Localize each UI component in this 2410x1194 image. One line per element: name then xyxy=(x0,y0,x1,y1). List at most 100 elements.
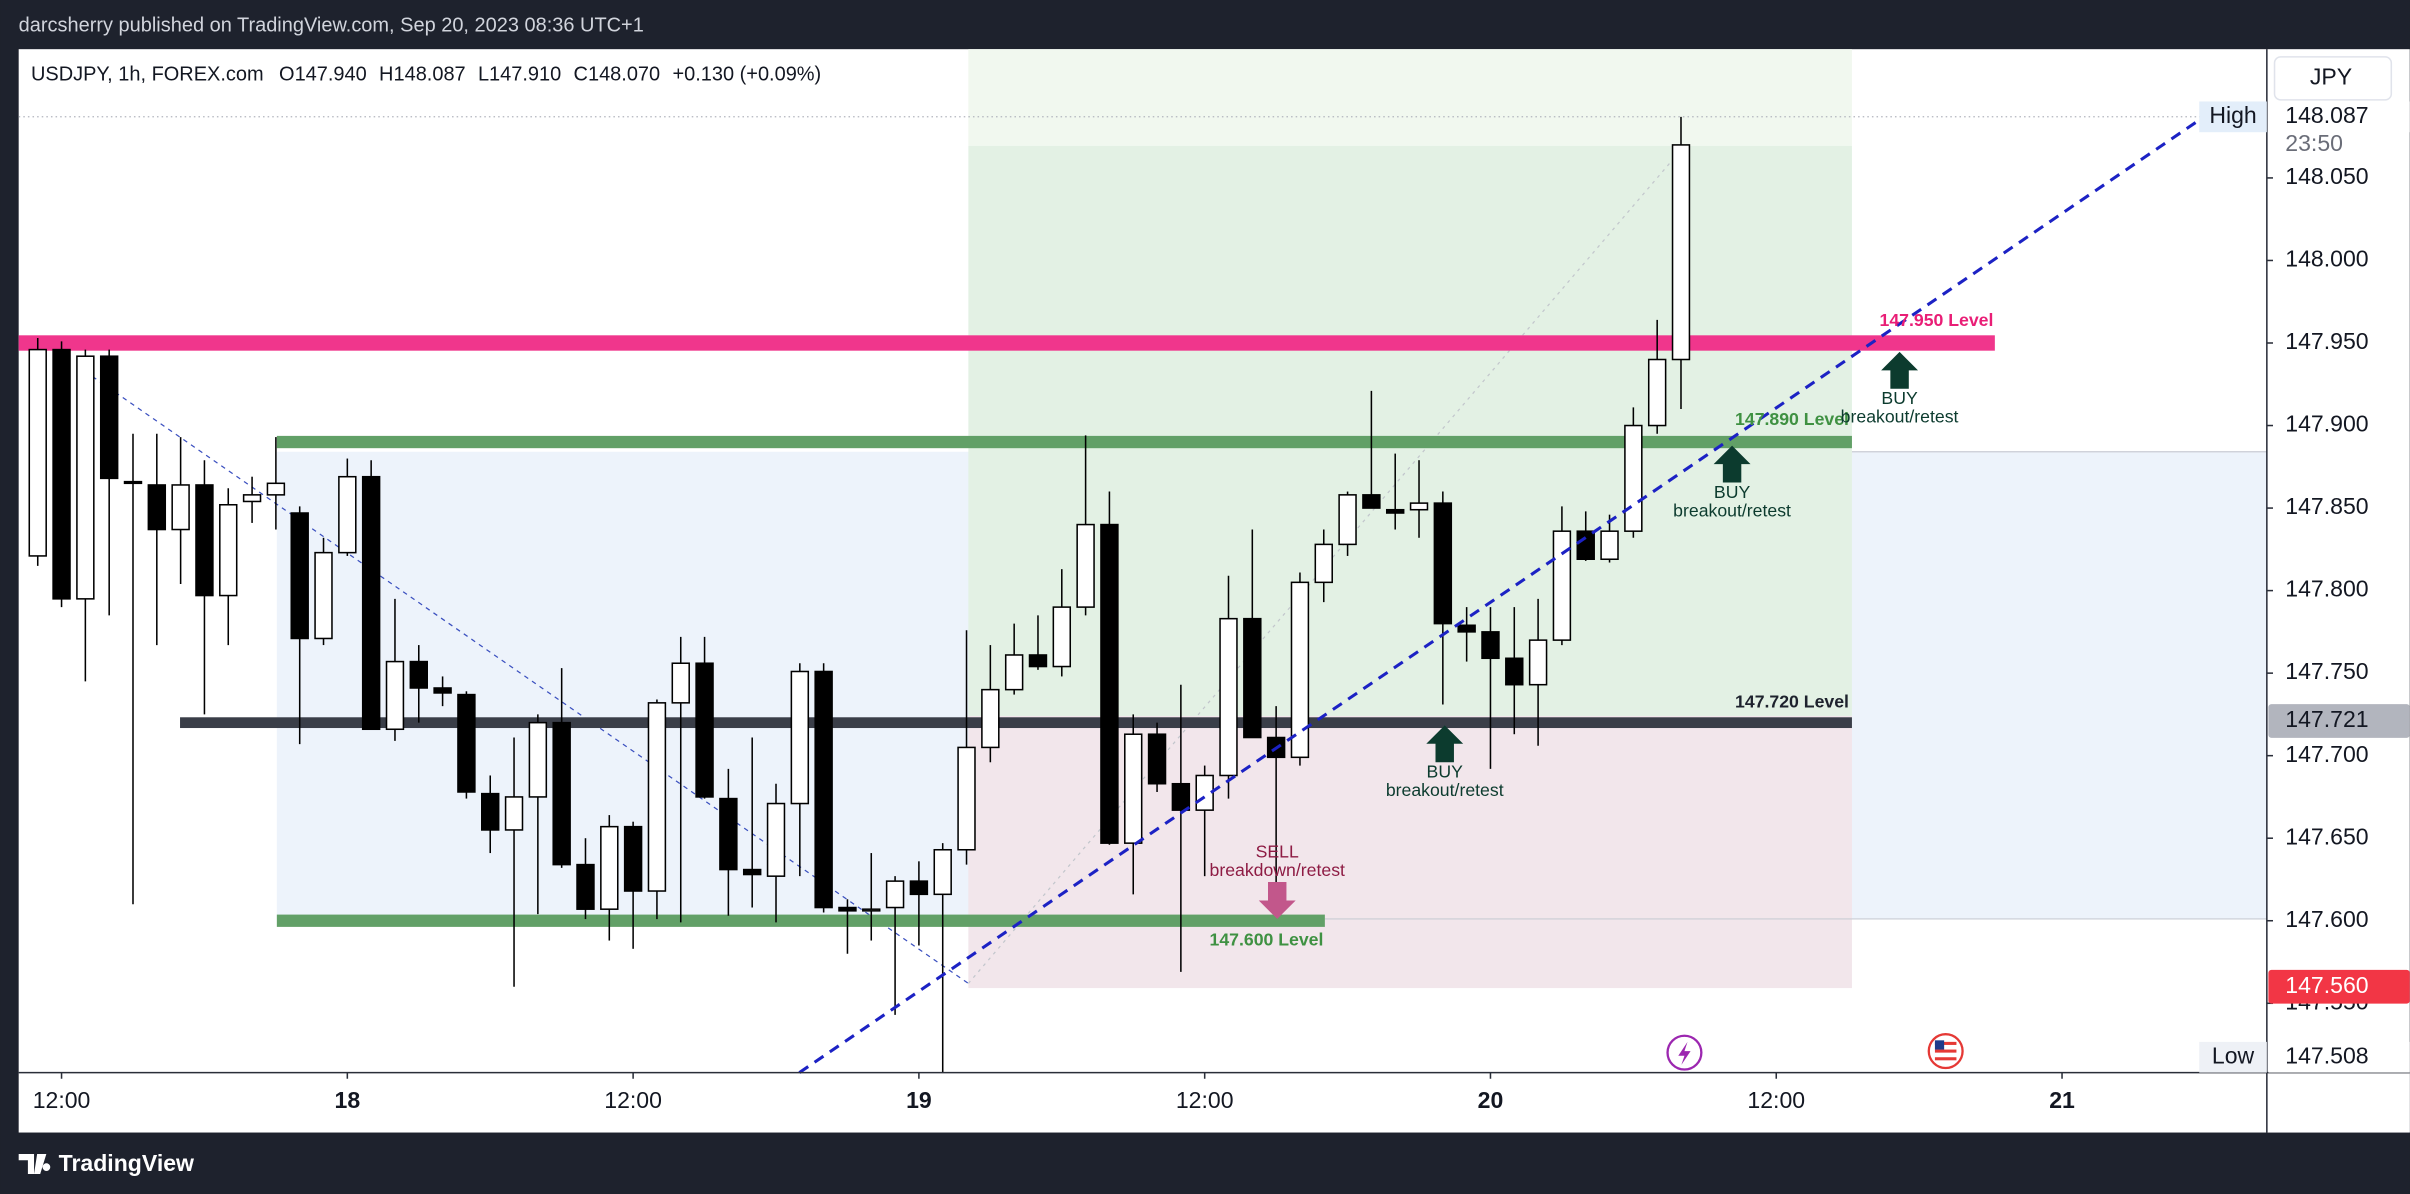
candle-body xyxy=(766,802,786,877)
candle-body xyxy=(242,494,262,503)
candle-body xyxy=(123,480,143,485)
candle-body xyxy=(862,908,881,912)
arrow-up xyxy=(1426,725,1464,763)
candle-body xyxy=(99,355,119,480)
candle-body xyxy=(219,503,238,597)
candle-body xyxy=(1385,508,1405,514)
high-low-box xyxy=(2199,1041,2267,1073)
candle-body xyxy=(790,670,810,805)
x-tick-label: 12:00 xyxy=(1747,1087,1805,1113)
annotation-title: SELL xyxy=(1256,842,1299,862)
candle-body xyxy=(1124,733,1143,844)
arrow-up xyxy=(1881,351,1919,389)
candle-body xyxy=(1362,494,1381,509)
logo xyxy=(18,1154,51,1175)
candle-body xyxy=(1409,502,1429,511)
flag-stripe xyxy=(1934,1049,1957,1053)
candle-body xyxy=(1528,639,1548,686)
annotation-subtitle: breakout/retest xyxy=(1673,500,1791,520)
ohlc-value: 148.087 xyxy=(393,64,465,86)
level-line xyxy=(276,435,1852,449)
x-tick-label: 12:00 xyxy=(604,1087,662,1113)
candle-body xyxy=(1195,774,1214,811)
currency[interactable]: JPY xyxy=(2310,63,2352,89)
candle-body xyxy=(385,660,405,731)
candle-body xyxy=(695,662,714,798)
candle-body xyxy=(933,848,952,896)
ohlc-label: O xyxy=(279,64,295,86)
high-low-value: 148.087 xyxy=(2285,102,2368,128)
candle-body xyxy=(195,484,214,597)
candle-body xyxy=(147,484,167,531)
level-label: 147.890 Level xyxy=(1735,409,1849,429)
currency-button[interactable] xyxy=(2273,56,2393,101)
ohlc-label: H xyxy=(379,64,393,86)
candle-body xyxy=(838,906,857,912)
candle-body xyxy=(957,746,976,851)
lightning xyxy=(1678,1041,1691,1065)
level-label: 147.720 Level xyxy=(1735,691,1849,711)
candle-body xyxy=(1052,606,1072,668)
candle-body xyxy=(1100,523,1119,844)
candle-body xyxy=(719,797,738,871)
candle-body xyxy=(1290,581,1310,759)
y-tick-label: 147.850 xyxy=(2285,493,2368,519)
x-tick-label: 19 xyxy=(906,1087,932,1113)
candle-body xyxy=(1076,523,1095,608)
candle-body xyxy=(457,693,476,793)
flag-stripe xyxy=(1934,1041,1957,1045)
y-tick-label: 147.700 xyxy=(2285,741,2368,767)
annotation-title: BUY xyxy=(1714,482,1751,502)
x-tick-label: 21 xyxy=(2049,1087,2075,1113)
candle-body xyxy=(1004,654,1024,691)
x-tick-label: 12:00 xyxy=(1176,1087,1234,1113)
ohlc-label: L xyxy=(478,64,489,86)
candle-body xyxy=(528,721,548,798)
candle-body xyxy=(814,670,833,909)
marks xyxy=(28,116,1691,1073)
candle-body xyxy=(1338,494,1357,546)
y-tick-label: 147.600 xyxy=(2285,906,2368,932)
annotation-title: BUY xyxy=(1881,388,1918,408)
candle-body xyxy=(647,702,667,892)
change: +0.130 (+0.09%) xyxy=(672,64,821,86)
annotation-subtitle: breakout/retest xyxy=(1841,407,1959,427)
candle-body xyxy=(28,348,47,557)
candle-body xyxy=(742,868,762,876)
candle-body xyxy=(361,475,381,731)
price-axis xyxy=(2266,49,2410,1133)
legend: USDJPY, 1h, FOREX.com O 147.940 H 148.087 L 1… xyxy=(31,64,821,86)
time-axis xyxy=(18,1072,2410,1133)
candle-body xyxy=(171,484,190,531)
ohlc-label: C xyxy=(574,64,588,86)
candle-body xyxy=(433,687,452,694)
candle-body xyxy=(409,660,429,689)
x-tick-label: 20 xyxy=(1478,1087,1504,1113)
candle-body xyxy=(1433,502,1453,625)
level-line xyxy=(180,717,1852,729)
candle-body xyxy=(885,880,905,909)
level-line xyxy=(18,335,1995,351)
y-tick-label: 147.800 xyxy=(2285,576,2368,602)
target-zone-top xyxy=(968,49,1852,146)
header-text: darcsherry published on TradingView.com,… xyxy=(19,14,644,36)
overlay xyxy=(798,109,2214,1074)
y-tick-label: 148.000 xyxy=(2285,246,2368,272)
candle-body xyxy=(52,348,71,600)
candle-body xyxy=(1314,543,1333,584)
high-low-name: Low xyxy=(2212,1042,2255,1068)
arrow-down xyxy=(1258,882,1296,919)
price-tag xyxy=(2268,704,2410,738)
candle-body xyxy=(1671,144,1691,361)
high-low-name: High xyxy=(2209,102,2256,128)
candle-body xyxy=(1505,657,1524,686)
y-tick-label: 147.650 xyxy=(2285,823,2368,849)
high-low-value-box xyxy=(2268,101,2410,133)
candle-body xyxy=(290,512,309,640)
x-tick-label: 18 xyxy=(335,1087,361,1113)
ohlc-value: 147.940 xyxy=(295,64,367,86)
candle-body xyxy=(1147,733,1167,785)
annotation-title: BUY xyxy=(1427,762,1464,782)
candle-body xyxy=(552,721,571,866)
candle-body xyxy=(1457,624,1476,633)
